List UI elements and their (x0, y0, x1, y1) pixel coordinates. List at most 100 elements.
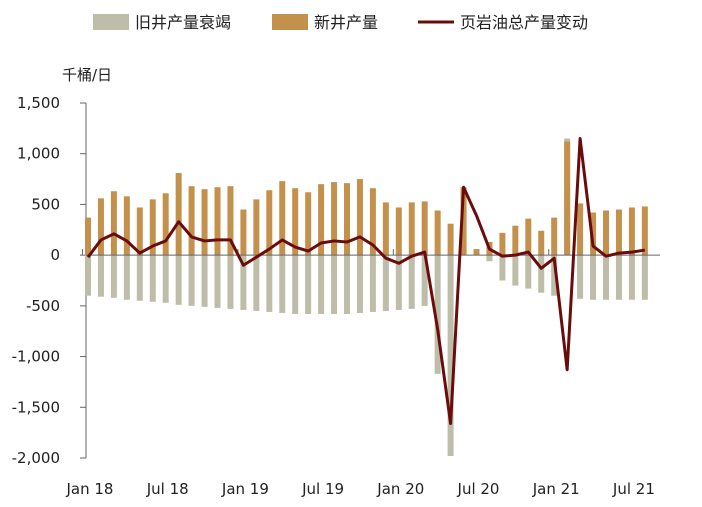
y-tick-label: 500 (31, 195, 60, 213)
new-wells-bar (356, 179, 363, 256)
new-wells-bar (305, 192, 312, 256)
old-decline-bar (382, 255, 389, 311)
new-wells-bar (447, 223, 454, 256)
x-tick-label: Jul 21 (612, 480, 655, 498)
new-wells-bar (564, 141, 571, 256)
old-decline-bar (331, 255, 338, 314)
x-tick-label: Jan 20 (376, 480, 424, 498)
y-unit-label: 千桶/日 (62, 66, 112, 84)
old-decline-bar (292, 255, 299, 314)
old-decline-bar (253, 255, 260, 311)
old-decline-bar (641, 255, 648, 300)
old-decline-bar (136, 255, 143, 301)
new-wells-bar (175, 172, 182, 256)
old-decline-bar (279, 255, 286, 313)
old-decline-bar (149, 255, 156, 302)
new-wells-bar (123, 196, 130, 256)
new-wells-bar (331, 182, 338, 256)
old-decline-bar (447, 255, 454, 456)
new-wells-bar (421, 201, 428, 256)
new-wells-bar (525, 218, 532, 256)
legend-swatch-new-wells (272, 14, 308, 30)
old-decline-bar (266, 255, 273, 312)
new-wells-bar (318, 184, 325, 256)
old-decline-bar (551, 255, 558, 296)
x-tick-label: Jan 18 (66, 480, 114, 498)
old-decline-bar (408, 255, 415, 309)
old-decline-bar (486, 255, 493, 262)
y-tick-label: 0 (50, 246, 60, 264)
new-wells-bar (110, 191, 117, 256)
old-decline-bar (123, 255, 130, 300)
new-wells-bar (201, 189, 208, 256)
old-decline-bar (395, 255, 402, 310)
new-wells-bar (395, 207, 402, 256)
old-decline-bar (344, 255, 350, 314)
new-wells-bar (136, 207, 143, 256)
new-wells-bar (253, 199, 260, 256)
new-wells-bar (188, 186, 195, 256)
legend-label-old-decline: 旧井产量衰竭 (135, 13, 231, 32)
new-wells-bar (603, 210, 609, 256)
old-decline-bar (590, 255, 597, 300)
old-decline-bar (603, 255, 609, 300)
new-wells-bar (577, 203, 584, 256)
new-wells-bar (499, 232, 506, 256)
old-decline-bar (110, 255, 117, 298)
new-wells-bar (240, 209, 247, 256)
old-decline-bar (318, 255, 325, 314)
new-wells-bar (149, 199, 156, 256)
old-decline-bar (369, 255, 376, 312)
y-tick-label: -2,000 (12, 449, 60, 467)
old-decline-bar (615, 255, 622, 300)
new-wells-bar (615, 209, 622, 256)
y-tick-label: 1,000 (17, 145, 60, 163)
new-wells-bar (85, 217, 91, 256)
new-wells-bar (97, 198, 104, 256)
old-decline-bar (538, 255, 545, 293)
x-tick-label: Jul 19 (301, 480, 344, 498)
new-wells-bar (279, 181, 286, 256)
old-decline-bar (162, 255, 169, 303)
new-wells-bar (344, 183, 350, 256)
old-decline-bar (356, 255, 363, 313)
series-old-decline (85, 138, 648, 456)
y-tick-label: -500 (26, 297, 60, 315)
new-wells-bar (628, 207, 635, 256)
old-decline-bar (512, 255, 519, 286)
x-tick-label: Jan 19 (221, 480, 269, 498)
y-tick-label: -1,000 (12, 348, 60, 366)
new-wells-bar (382, 202, 389, 256)
new-wells-bar (434, 210, 441, 256)
y-tick-label: 1,500 (17, 94, 60, 112)
new-wells-bar (551, 217, 558, 256)
old-decline-bar (240, 255, 247, 310)
x-axis-labels: Jan 18 Jul 18 Jan 19 Jul 19 Jan 20 Jul 20 Jan … (66, 480, 655, 498)
x-tick-label: Jul 20 (457, 480, 500, 498)
y-tick-label: -1,500 (12, 398, 60, 416)
old-decline-bar (525, 255, 532, 289)
old-decline-bar (227, 255, 234, 309)
new-wells-bar (266, 190, 273, 256)
old-decline-bar (85, 255, 91, 296)
legend-label-new-wells: 新井产量 (314, 13, 378, 32)
x-tick-label: Jul 18 (146, 480, 189, 498)
series-total-change (86, 137, 646, 426)
old-decline-bar (201, 255, 208, 307)
old-decline-bar (499, 255, 506, 281)
old-decline-bar (188, 255, 195, 306)
new-wells-bar (460, 187, 467, 256)
old-decline-bar (434, 255, 441, 374)
y-axis: 1,500 1,000 500 0 -500 -1,000 -1,500 -2,000 (12, 94, 87, 467)
new-wells-bar (538, 230, 545, 256)
new-wells-bar (512, 225, 519, 256)
new-wells-bar (227, 186, 234, 256)
old-decline-bar (628, 255, 635, 300)
old-decline-bar (175, 255, 182, 305)
new-wells-bar (369, 188, 376, 256)
legend-swatch-old-decline (93, 14, 129, 30)
total-change-line (86, 137, 646, 426)
new-wells-bar (162, 193, 169, 256)
x-tick-label: Jan 21 (532, 480, 580, 498)
